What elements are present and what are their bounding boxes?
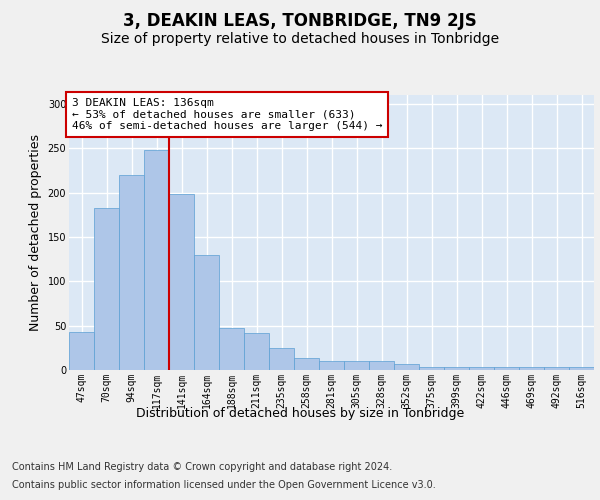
Bar (219, 328, 244, 370)
Bar (69, 332, 94, 370)
Bar (369, 361, 394, 370)
Bar (344, 361, 369, 370)
Text: Contains HM Land Registry data © Crown copyright and database right 2024.: Contains HM Land Registry data © Crown c… (12, 462, 392, 472)
Bar (494, 368, 519, 370)
Bar (469, 368, 494, 370)
Bar (544, 368, 569, 370)
Bar (94, 208, 119, 370)
Bar (144, 150, 169, 370)
Text: Size of property relative to detached houses in Tonbridge: Size of property relative to detached ho… (101, 32, 499, 46)
Text: 3 DEAKIN LEAS: 136sqm
← 53% of detached houses are smaller (633)
46% of semi-det: 3 DEAKIN LEAS: 136sqm ← 53% of detached … (71, 98, 382, 131)
Bar (319, 361, 344, 370)
Bar (419, 368, 444, 370)
Text: Distribution of detached houses by size in Tonbridge: Distribution of detached houses by size … (136, 408, 464, 420)
Bar (244, 332, 269, 370)
Bar (394, 364, 419, 370)
Bar (294, 358, 319, 370)
Bar (519, 368, 544, 370)
Bar (444, 368, 469, 370)
Y-axis label: Number of detached properties: Number of detached properties (29, 134, 42, 331)
Bar (269, 348, 294, 370)
Text: Contains public sector information licensed under the Open Government Licence v3: Contains public sector information licen… (12, 480, 436, 490)
Bar (194, 254, 219, 370)
Text: 3, DEAKIN LEAS, TONBRIDGE, TN9 2JS: 3, DEAKIN LEAS, TONBRIDGE, TN9 2JS (123, 12, 477, 30)
Bar (169, 194, 194, 370)
Bar (569, 368, 594, 370)
Bar (119, 175, 144, 370)
